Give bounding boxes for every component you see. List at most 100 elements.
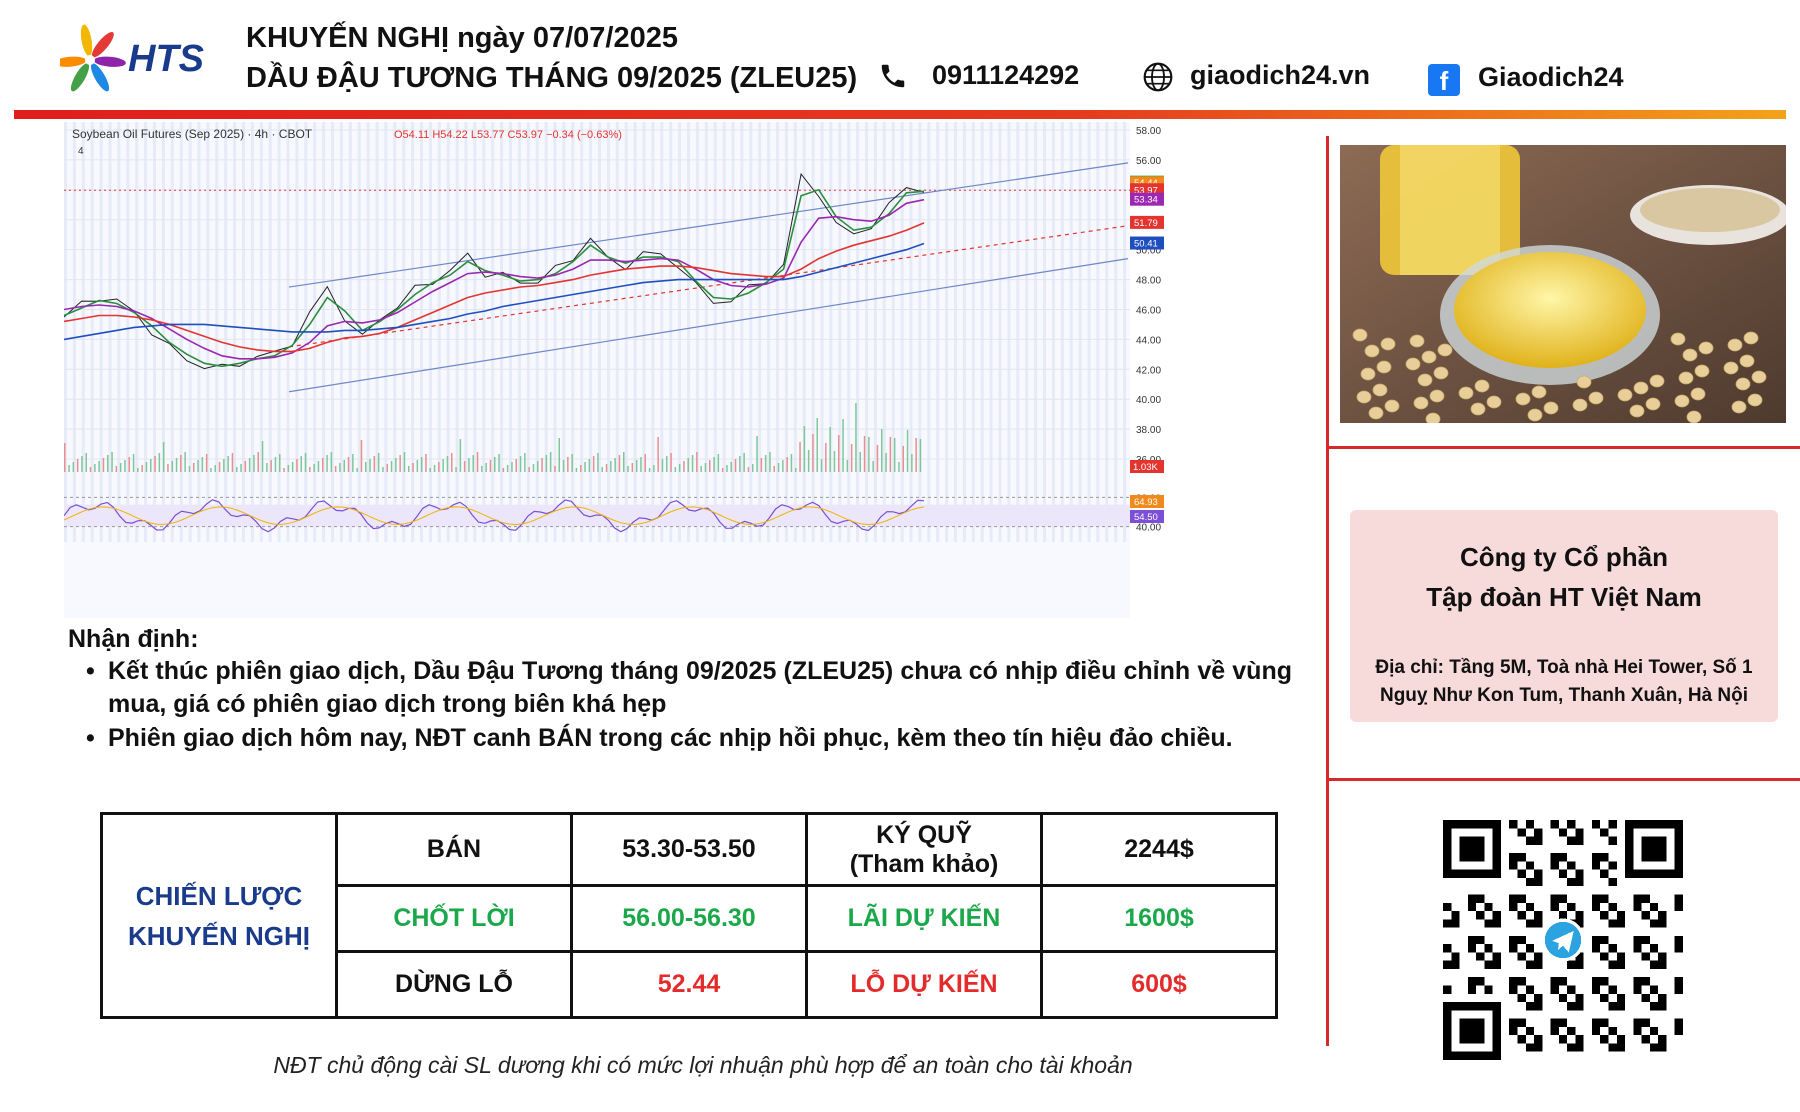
phone-number[interactable]: 0911124292 xyxy=(932,60,1080,90)
soybean xyxy=(1735,377,1751,391)
qr-module xyxy=(1534,1043,1543,1052)
report-title: KHUYẾN NGHỊ ngày 07/07/2025 xyxy=(246,22,678,54)
chart-title: Soybean Oil Futures (Sep 2025) · 4h · CB… xyxy=(72,127,313,141)
volume-bar xyxy=(825,443,827,472)
qr-module xyxy=(1575,1043,1584,1052)
qr-module xyxy=(1525,877,1535,887)
soybean xyxy=(1413,396,1429,410)
volume-bar xyxy=(481,466,483,472)
volume-bar xyxy=(279,454,281,472)
qr-module xyxy=(1658,1035,1667,1044)
qr-module xyxy=(1534,911,1543,920)
chart-bg-stripe xyxy=(784,122,788,542)
qr-module xyxy=(1550,1026,1559,1036)
volume-bar xyxy=(248,458,251,472)
chart-bg-stripe xyxy=(402,122,406,542)
chart-bg-stripe xyxy=(1060,122,1064,542)
chart-bg-stripe xyxy=(224,122,228,542)
volume-bar xyxy=(571,454,573,472)
telegram-qr-code-icon[interactable] xyxy=(1443,820,1683,1060)
qr-module xyxy=(1509,1026,1518,1036)
bullet-dot: • xyxy=(86,724,95,752)
volume-bar xyxy=(201,457,204,472)
qr-module xyxy=(1492,911,1501,920)
qr-module xyxy=(1641,977,1650,986)
soybean xyxy=(1531,385,1547,399)
volume-bar xyxy=(618,455,621,472)
qr-module xyxy=(1525,836,1535,845)
chart-bg-stripe xyxy=(1016,122,1020,542)
volume-bar xyxy=(485,463,487,472)
soybean xyxy=(1474,379,1490,393)
volume-bar xyxy=(373,456,376,472)
volume-bar xyxy=(799,442,801,472)
volume-bar xyxy=(352,454,354,472)
y-tick-label: 42.00 xyxy=(1136,365,1161,376)
price-label: 50.41 xyxy=(1134,239,1158,250)
volume-bar xyxy=(562,460,565,472)
volume-bar xyxy=(657,437,659,472)
volume-bar xyxy=(532,464,535,472)
volume-bar xyxy=(197,460,199,472)
website-link[interactable]: giaodich24.vn xyxy=(1190,60,1371,90)
soybean xyxy=(1747,393,1763,407)
volume-bar xyxy=(597,453,599,472)
y-tick-label: 56.00 xyxy=(1136,156,1161,167)
volume-bar xyxy=(167,464,169,472)
chart-bg-stripe xyxy=(1025,122,1029,542)
volume-bar xyxy=(326,455,328,472)
qr-module xyxy=(1534,877,1543,887)
soybean xyxy=(1384,399,1400,413)
volume-bar xyxy=(188,466,191,472)
qr-module xyxy=(1567,960,1576,969)
volume-bar xyxy=(833,451,836,472)
qr-module xyxy=(1534,869,1543,878)
qr-module xyxy=(1525,902,1535,912)
qr-module xyxy=(1476,952,1485,961)
chart-bg-stripe xyxy=(215,122,219,542)
qr-module xyxy=(1649,960,1659,969)
volume-bar xyxy=(610,461,612,472)
chart-bg-stripe xyxy=(562,122,566,542)
qr-module xyxy=(1600,1035,1609,1044)
volume-bar xyxy=(115,466,118,472)
qr-module xyxy=(1509,1018,1518,1027)
chart-bg-stripe xyxy=(900,122,904,542)
qr-module xyxy=(1467,935,1477,945)
channel-upper-line xyxy=(288,162,1129,288)
volume-bar xyxy=(236,467,238,472)
volume-bar xyxy=(244,461,247,472)
volume-bar xyxy=(773,466,775,472)
qr-module xyxy=(1443,902,1452,912)
chart-bg-stripe xyxy=(669,122,673,542)
volume-bar xyxy=(180,455,182,472)
chart-bg-stripe xyxy=(491,122,495,542)
qr-module xyxy=(1575,1002,1584,1011)
qr-module xyxy=(1674,1018,1683,1027)
qr-module xyxy=(1534,919,1543,928)
volume-bar xyxy=(820,459,823,472)
chart-bg-stripe xyxy=(375,122,379,542)
facebook-link[interactable]: Giaodich24 xyxy=(1478,62,1624,92)
indicator-count[interactable]: 4 xyxy=(78,146,84,157)
volume-bar xyxy=(261,441,264,472)
volume-bar xyxy=(145,462,148,472)
soybean xyxy=(1588,391,1604,405)
price-label-bg xyxy=(1130,192,1164,206)
margin-label-cell: KÝ QUỸ (Tham khảo) xyxy=(805,812,1043,887)
volume-bar xyxy=(876,445,879,472)
chart-bg-stripe xyxy=(606,122,610,542)
chart-bg-stripe xyxy=(722,122,726,542)
soybean xyxy=(1437,343,1453,357)
chart-bg-stripe xyxy=(820,122,824,542)
qr-module xyxy=(1534,960,1543,969)
volume-bar xyxy=(635,460,638,472)
company-name-line1: Công ty Cổ phần xyxy=(1460,542,1668,572)
qr-module xyxy=(1509,820,1518,829)
margin-value-cell: 2244$ xyxy=(1040,812,1278,887)
volume-bar xyxy=(205,454,208,472)
qr-module xyxy=(1517,1035,1526,1044)
chart-bg-stripe xyxy=(918,122,922,542)
chart-bg-stripe xyxy=(72,122,76,542)
volume-bar xyxy=(816,418,818,472)
